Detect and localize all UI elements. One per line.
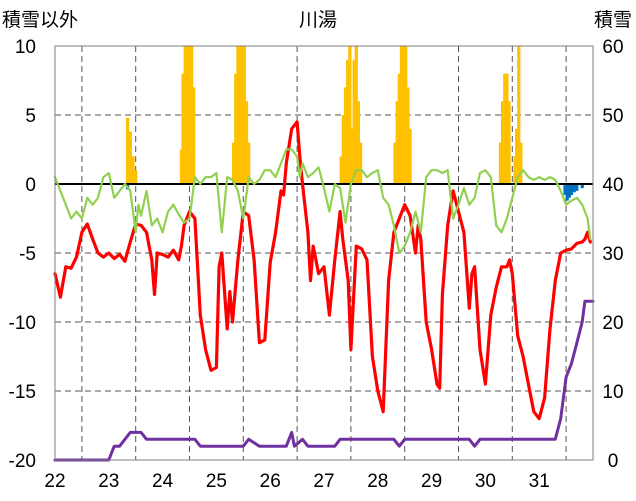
precipitation-bar [404, 46, 408, 184]
x-axis-ticks: 22 23 24 25 26 27 28 29 30 31 [44, 471, 549, 492]
precipitation-bar [517, 46, 521, 184]
precipitation-bar [352, 59, 356, 184]
x-tick-label: 25 [206, 471, 227, 492]
right-tick-label: 10 [602, 382, 623, 403]
precipitation-bar [393, 142, 397, 184]
snow_depth-line [53, 299, 595, 462]
precipitation-bar [350, 128, 354, 184]
precipitation-bar [236, 46, 240, 184]
snowfall-bar [563, 184, 567, 196]
precipitation-bar [354, 46, 358, 184]
precipitation-bar [128, 131, 132, 184]
precipitation-bar [185, 46, 189, 184]
precipitation-bar [395, 101, 399, 184]
precipitation-bar [505, 73, 509, 184]
precipitation-bar [343, 87, 348, 184]
precipitation-bar [498, 142, 503, 184]
precipitation-bar [341, 115, 345, 184]
line-series [53, 120, 595, 462]
precipitation-bar [183, 46, 187, 184]
gridlines [55, 45, 593, 461]
left-tick-label: 0 [25, 175, 36, 196]
precipitation-bar [339, 156, 343, 184]
bar-series [126, 46, 584, 201]
right-tick-label: 60 [602, 37, 623, 58]
precipitation-bar [244, 101, 249, 184]
temperature-line [53, 120, 592, 421]
precipitation-bar [406, 87, 410, 184]
precipitation-bar [134, 170, 138, 184]
precipitation-bar [240, 46, 244, 184]
precipitation-bar [408, 128, 412, 184]
precipitation-bar [356, 101, 361, 184]
precipitation-bar [126, 117, 130, 184]
precipitation-bar [397, 73, 401, 184]
precipitation-bar [501, 101, 505, 184]
snowfall-bar [565, 184, 569, 201]
precipitation-bar [187, 46, 192, 184]
left-tick-label: -20 [9, 451, 36, 472]
precipitation-bar [242, 46, 246, 184]
right-axis-ticks: 60 50 40 30 20 10 0 [602, 37, 623, 472]
left-axis-label: 積雪以外 [2, 9, 78, 31]
right-tick-label: 0 [608, 451, 619, 472]
x-tick-label: 27 [313, 471, 334, 492]
snowfall-bar [575, 184, 579, 191]
chart-title: 川湯 [299, 9, 337, 31]
snowfall-bar [567, 184, 571, 198]
precipitation-bar [232, 142, 236, 184]
snowfall-bar [569, 184, 574, 196]
precipitation-bar [358, 142, 363, 184]
right-axis-label: 積雪 [594, 9, 632, 31]
left-tick-label: 5 [25, 106, 36, 127]
left-tick-label: -10 [9, 313, 36, 334]
precipitation-bar [503, 73, 507, 184]
plot-frame [54, 45, 594, 461]
precipitation-bar [190, 46, 194, 184]
precipitation-bar [348, 46, 352, 184]
x-tick-label: 22 [44, 471, 65, 492]
precipitation-bar [247, 142, 251, 184]
precipitation-bar [131, 156, 135, 184]
snowfall-bar [572, 184, 576, 193]
x-tick-label: 31 [529, 471, 550, 492]
left-tick-label: 10 [15, 37, 36, 58]
x-tick-label: 24 [152, 471, 174, 492]
x-tick-label: 28 [367, 471, 388, 492]
right-tick-label: 30 [602, 244, 623, 265]
x-tick-label: 26 [260, 471, 281, 492]
left-tick-label: -15 [9, 382, 36, 403]
precipitation-bar [507, 101, 511, 184]
precipitation-bar [346, 59, 350, 184]
right-tick-label: 50 [602, 106, 623, 127]
snowfall-bar [580, 184, 584, 189]
sunshine-line [53, 148, 592, 255]
precipitation-bar [238, 46, 242, 184]
x-tick-label: 29 [421, 471, 442, 492]
precipitation-bar [192, 87, 196, 184]
precipitation-bar [402, 46, 406, 184]
precipitation-bar [513, 156, 517, 184]
left-tick-label: -5 [19, 244, 36, 265]
precipitation-bar [234, 73, 238, 184]
precipitation-bar [515, 128, 519, 184]
precipitation-bar [399, 46, 404, 184]
precipitation-bar [519, 142, 523, 184]
precipitation-bar [179, 149, 184, 184]
precipitation-bar [181, 73, 185, 184]
x-tick-label: 30 [475, 471, 496, 492]
right-tick-label: 20 [602, 313, 623, 334]
right-tick-label: 40 [602, 175, 623, 196]
x-tick-label: 23 [98, 471, 119, 492]
left-axis-ticks: 10 5 0 -5 -10 -15 -20 [9, 37, 36, 472]
